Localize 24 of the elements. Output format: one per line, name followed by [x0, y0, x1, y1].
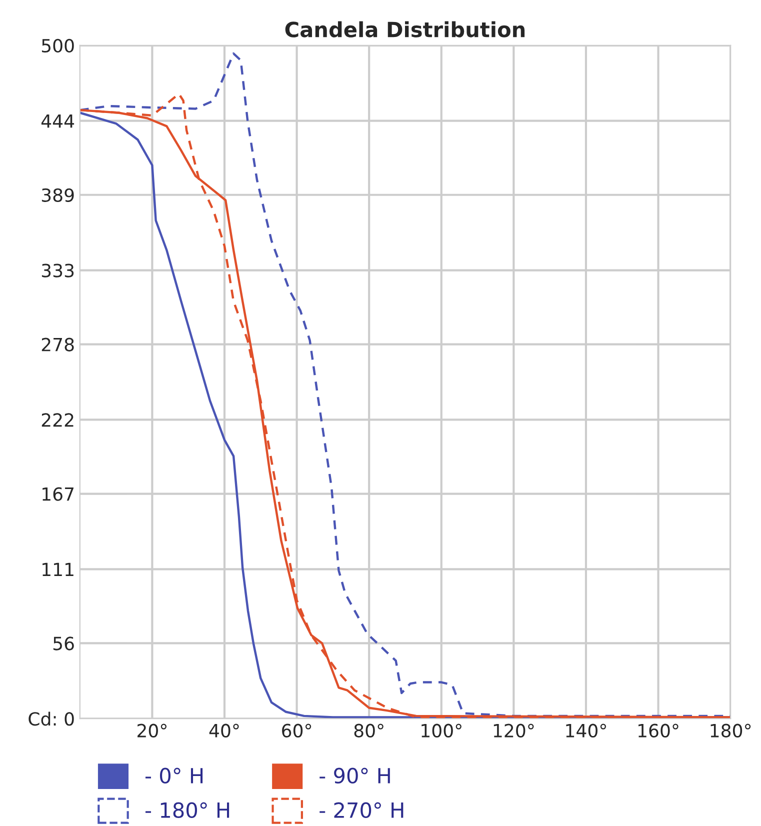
legend-label: - 270° H [320, 802, 404, 818]
y-tick-label: 389 [42, 188, 74, 202]
x-tick-label: 40° [209, 724, 239, 738]
x-tick-label: 60° [282, 724, 312, 738]
y-tick-label: 111 [42, 562, 74, 576]
legend-label: - 180° H [146, 802, 230, 818]
y-tick-label: 278 [42, 338, 74, 352]
y-tick-label: 333 [42, 264, 74, 278]
legend-label: - 0° H [146, 768, 203, 784]
x-tick-label: 120° [494, 724, 534, 738]
x-tick-label: 20° [138, 724, 166, 738]
chart-title: Candela Distribution [285, 21, 525, 38]
y-tick-label: 167 [42, 487, 74, 501]
y-tick-label: 444 [41, 114, 74, 128]
y-tick-label: Cd: 0 [28, 712, 74, 726]
x-tick-label: 100° [422, 724, 462, 738]
x-tick-label: 180° [710, 724, 751, 738]
legend-label: - 90° H [320, 768, 390, 784]
x-tick-label: 80° [354, 724, 384, 738]
y-tick-label: 222 [42, 413, 74, 427]
y-tick-label: 56 [53, 636, 74, 650]
y-tick-label: 500 [42, 38, 74, 53]
x-tick-label: 160° [638, 724, 678, 738]
x-tick-label: 140° [566, 724, 606, 738]
